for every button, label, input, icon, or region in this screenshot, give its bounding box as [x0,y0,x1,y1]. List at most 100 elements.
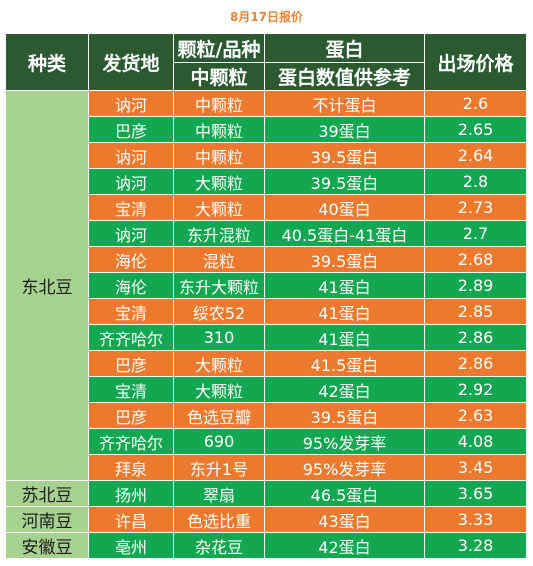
protein-cell: 43蛋白 [264,506,425,533]
category-cell: 河南豆 [5,506,89,533]
protein-cell: 41蛋白 [264,272,425,299]
origin-cell: 许昌 [88,506,174,533]
table-row: 拜泉 东升1号 95%发芽率 3.45 [6,454,527,481]
table-row: 宝清 绥农52 41蛋白 2.85 [6,298,527,325]
origin-cell: 巴彦 [88,350,174,377]
category-cell: 苏北豆 [5,480,89,507]
table-row: 苏北豆 扬州 翠扇 46.5蛋白 3.65 [5,480,527,507]
protein-cell: 39蛋白 [264,116,425,143]
table-row: 河南豆 许昌 色选比重 43蛋白 3.33 [5,506,527,533]
price-cell: 2.68 [424,246,527,273]
table-row: 齐齐哈尔 310 41蛋白 2.86 [6,324,527,351]
origin-cell: 齐齐哈尔 [88,324,174,351]
origin-cell: 拜泉 [88,454,174,481]
protein-cell: 40蛋白 [264,194,425,221]
price-cell: 2.8 [424,168,527,195]
origin-cell: 巴彦 [88,402,174,429]
variety-cell: 翠扇 [173,480,265,507]
price-cell: 3.65 [424,480,527,507]
variety-cell: 大颗粒 [173,194,265,221]
category-cell: 东北豆 [5,90,89,481]
protein-cell: 39.5蛋白 [264,142,425,169]
variety-cell: 东升大颗粒 [173,272,265,299]
header-protein: 蛋白 [264,33,425,63]
price-cell: 2.73 [424,194,527,221]
table-row: 东北豆 讷河 中颗粒 不计蛋白 2.6 [5,90,527,481]
protein-cell: 95%发芽率 [264,428,425,455]
protein-cell: 39.5蛋白 [264,246,425,273]
variety-cell: 310 [173,324,265,351]
origin-cell: 齐齐哈尔 [88,428,174,455]
origin-cell: 宝清 [88,194,174,221]
protein-cell: 42蛋白 [264,532,425,559]
price-cell: 2.7 [424,220,527,247]
header-grain-sub: 中颗粒 [173,62,265,91]
origin-cell: 宝清 [88,376,174,403]
variety-cell: 绥农52 [173,298,265,325]
table-row: 海伦 东升大颗粒 41蛋白 2.89 [6,272,527,299]
price-cell: 2.63 [424,402,527,429]
table-body: 东北豆 讷河 中颗粒 不计蛋白 2.6 巴彦 中颗粒 39蛋白 2.65 讷河 中颗粒 39.5蛋白 2… [5,90,527,559]
price-cell: 2.86 [424,350,527,377]
protein-cell: 39.5蛋白 [264,402,425,429]
table-row: 讷河 大颗粒 39.5蛋白 2.8 [6,168,527,195]
variety-cell: 中颗粒 [173,142,265,169]
table-row: 巴彦 中颗粒 39蛋白 2.65 [6,116,527,143]
variety-cell: 中颗粒 [173,116,265,143]
price-cell: 2.92 [424,376,527,403]
protein-cell: 41蛋白 [264,324,425,351]
protein-cell: 42蛋白 [264,376,425,403]
variety-cell: 大颗粒 [173,168,265,195]
price-cell: 2.6 [424,90,527,117]
header-price: 出场价格 [424,33,527,91]
category-cell: 安徽豆 [5,532,89,559]
table-row: 宝清 大颗粒 40蛋白 2.73 [6,194,527,221]
price-cell: 3.33 [424,506,527,533]
protein-cell: 41.5蛋白 [264,350,425,377]
protein-cell: 41蛋白 [264,298,425,325]
protein-cell: 不计蛋白 [264,90,425,117]
protein-cell: 40.5蛋白-41蛋白 [264,220,425,247]
origin-cell: 讷河 [88,220,174,247]
price-cell: 2.65 [424,116,527,143]
variety-cell: 中颗粒 [173,90,265,117]
origin-cell: 讷河 [88,168,174,195]
variety-cell: 杂花豆 [173,532,265,559]
table-row: 安徽豆 亳州 杂花豆 42蛋白 3.28 [5,532,527,559]
variety-cell: 690 [173,428,265,455]
variety-cell: 东升1号 [173,454,265,481]
price-table: 种类 发货地 颗粒/品种 蛋白 出场价格 中颗粒 蛋白数值供参考 东北豆 讷河 中颗… [5,33,527,559]
variety-cell: 混粒 [173,246,265,273]
origin-cell: 宝清 [88,298,174,325]
price-cell: 4.08 [424,428,527,455]
price-cell: 3.45 [424,454,527,481]
protein-cell: 95%发芽率 [264,454,425,481]
origin-cell: 讷河 [88,142,174,169]
table-row: 海伦 混粒 39.5蛋白 2.68 [6,246,527,273]
origin-cell: 海伦 [88,272,174,299]
origin-cell: 讷河 [88,90,174,117]
price-cell: 2.85 [424,298,527,325]
table-row: 讷河 东升混粒 40.5蛋白-41蛋白 2.7 [6,220,527,247]
protein-cell: 46.5蛋白 [264,480,425,507]
price-cell: 2.89 [424,272,527,299]
table-row: 讷河 中颗粒 39.5蛋白 2.64 [6,142,527,169]
variety-cell: 色选豆瓣 [173,402,265,429]
variety-cell: 大颗粒 [173,376,265,403]
table-row: 齐齐哈尔 690 95%发芽率 4.08 [6,428,527,455]
page-title: 8月17日报价 [229,10,304,24]
table-row: 巴彦 色选豆瓣 39.5蛋白 2.63 [6,402,527,429]
origin-cell: 海伦 [88,246,174,273]
price-cell: 2.64 [424,142,527,169]
variety-cell: 东升混粒 [173,220,265,247]
header-grain-variety: 颗粒/品种 [173,33,265,63]
price-cell: 2.86 [424,324,527,351]
variety-cell: 大颗粒 [173,350,265,377]
header-type: 种类 [5,33,89,91]
origin-cell: 亳州 [88,532,174,559]
origin-cell: 扬州 [88,480,174,507]
origin-cell: 巴彦 [88,116,174,143]
header-protein-sub: 蛋白数值供参考 [264,62,425,91]
variety-cell: 色选比重 [173,506,265,533]
protein-cell: 39.5蛋白 [264,168,425,195]
